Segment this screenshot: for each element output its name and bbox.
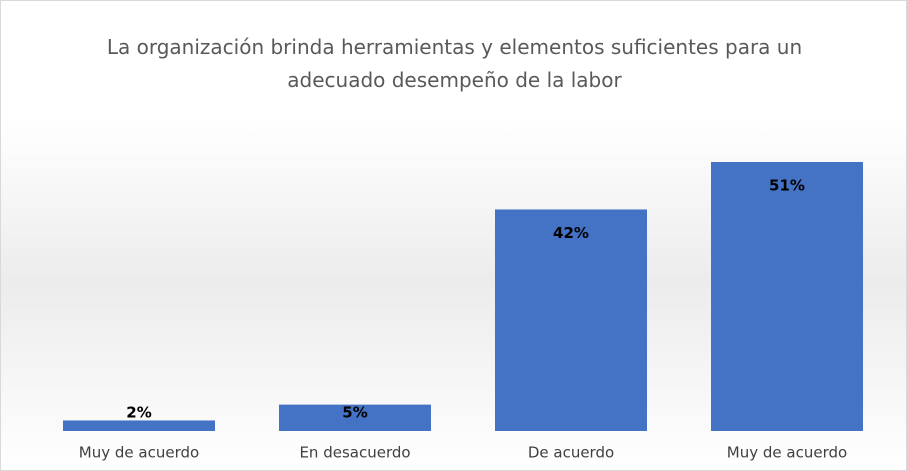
x-tick-label: En desacuerdo bbox=[299, 444, 410, 462]
value-label: 5% bbox=[342, 404, 367, 422]
bar bbox=[711, 162, 863, 431]
bar bbox=[279, 404, 431, 431]
bar bbox=[63, 420, 215, 431]
value-label: 2% bbox=[126, 404, 151, 422]
x-tick-label: De acuerdo bbox=[528, 444, 614, 462]
value-label: 42% bbox=[553, 224, 589, 242]
x-tick-label: Muy de acuerdo bbox=[727, 444, 847, 462]
value-label: 51% bbox=[769, 177, 805, 195]
chart-title: La organización brinda herramientas y el… bbox=[106, 35, 803, 92]
bar bbox=[495, 209, 647, 431]
x-tick-label: Muy de acuerdo bbox=[79, 444, 199, 462]
